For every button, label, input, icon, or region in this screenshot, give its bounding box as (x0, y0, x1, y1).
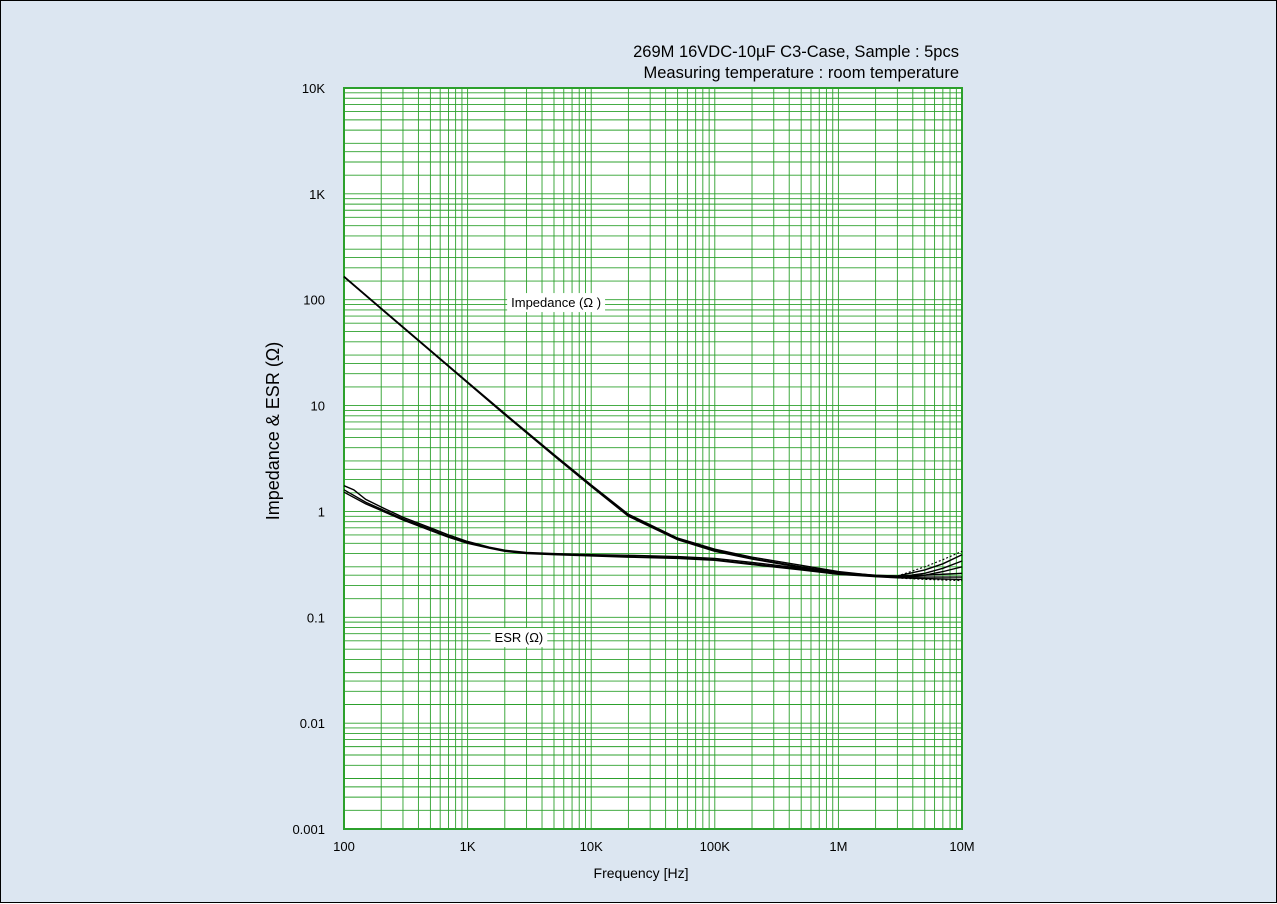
series-dotted-trace (897, 577, 963, 582)
y-tick-label: 10K (302, 81, 325, 96)
chart-title-line2: Measuring temperature : room temperature (644, 64, 959, 82)
y-tick-label: 10 (311, 399, 325, 414)
chart-title-line1: 269M 16VDC-10µF C3-Case, Sample : 5pcs (633, 43, 959, 61)
series-line-esr-3 (343, 491, 963, 581)
x-tick-label: 1K (460, 839, 476, 854)
x-tick-labels: 100 1K 10K 100K 1M 10M (333, 839, 975, 854)
annotation-esr-bg (490, 628, 548, 648)
annotation-esr-label: ESR (Ω) (495, 630, 544, 645)
y-tick-label: 0.001 (292, 822, 325, 837)
x-tick-label: 100K (700, 839, 731, 854)
plot-area (344, 88, 962, 829)
x-tick-label: 10M (949, 839, 974, 854)
series-layer (343, 275, 963, 582)
x-axis-title: Frequency [Hz] (594, 865, 689, 881)
annotation-esr: ESR (Ω) (490, 628, 548, 648)
y-axis-title: Impedance & ESR (Ω) (263, 342, 283, 521)
x-tick-label: 100 (333, 839, 355, 854)
y-tick-label: 0.1 (307, 610, 325, 625)
annotation-layer: Impedance (Ω ) ESR (Ω) (490, 293, 606, 648)
y-tick-label: 1 (318, 504, 325, 519)
x-tick-label: 1M (829, 839, 847, 854)
plot-border (343, 87, 963, 830)
annotation-impedance: Impedance (Ω ) (507, 293, 606, 313)
x-tick-label: 10K (580, 839, 603, 854)
annotation-impedance-bg (507, 293, 606, 313)
y-tick-label: 1K (309, 187, 325, 202)
annotation-impedance-label: Impedance (Ω ) (511, 295, 601, 310)
y-tick-label: 100 (303, 293, 325, 308)
grid (344, 88, 962, 829)
y-tick-label: 0.01 (300, 716, 325, 731)
y-tick-labels: 10K 1K 100 10 1 0.1 0.01 0.001 (292, 81, 325, 837)
